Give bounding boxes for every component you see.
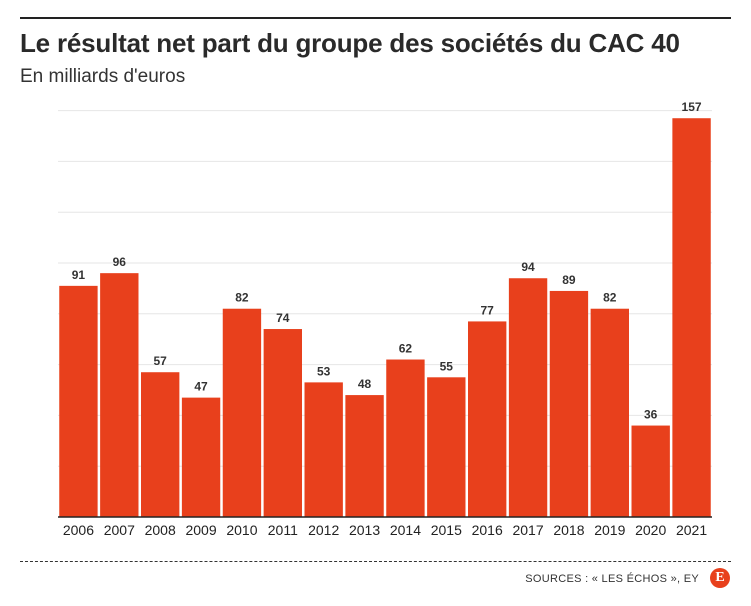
chart-subtitle: En milliards d'euros: [20, 66, 186, 87]
x-tick-2007: 2007: [104, 522, 135, 538]
data-label-2011: 74: [276, 311, 290, 325]
bar-2007: [100, 273, 139, 517]
data-label-2018: 89: [562, 273, 576, 287]
data-label-2021: 157: [682, 100, 702, 114]
data-label-2010: 82: [235, 291, 249, 305]
x-tick-2018: 2018: [553, 522, 584, 538]
data-label-2009: 47: [194, 380, 208, 394]
bar-2021: [672, 118, 711, 517]
bar-2011: [263, 329, 302, 517]
bar-2016: [468, 321, 507, 517]
x-tick-2019: 2019: [594, 522, 625, 538]
bar-labels: 91 96 57 47 82 74 53 48 62 55 77 94 89 82 36 157: [72, 100, 702, 421]
bar-2014: [386, 359, 425, 517]
data-label-2015: 55: [440, 359, 454, 373]
top-rule: [20, 17, 731, 19]
x-tick-2012: 2012: [308, 522, 339, 538]
bar-2006: [59, 285, 98, 517]
x-tick-2021: 2021: [676, 522, 707, 538]
data-label-2020: 36: [644, 408, 658, 422]
bar-2009: [181, 397, 221, 517]
x-tick-2008: 2008: [145, 522, 176, 538]
data-label-2014: 62: [399, 342, 413, 356]
bar-2010: [222, 308, 262, 517]
x-tick-2014: 2014: [390, 522, 421, 538]
x-tick-2010: 2010: [226, 522, 257, 538]
bar-2017: [508, 278, 548, 517]
bars: [59, 118, 711, 517]
brand-logo-icon: E: [710, 568, 730, 588]
data-label-2017: 94: [521, 260, 535, 274]
x-tick-2016: 2016: [472, 522, 503, 538]
bottom-rule: [20, 561, 731, 562]
data-label-2006: 91: [72, 268, 86, 282]
source-note: SOURCES : « LES ÉCHOS », EY: [525, 573, 699, 585]
bar-2018: [549, 290, 589, 517]
x-tick-2015: 2015: [431, 522, 462, 538]
data-label-2007: 96: [113, 255, 127, 269]
x-tick-2013: 2013: [349, 522, 380, 538]
data-label-2016: 77: [481, 303, 495, 317]
data-label-2012: 53: [317, 364, 331, 378]
data-label-2013: 48: [358, 377, 372, 391]
data-label-2008: 57: [154, 354, 168, 368]
x-tick-labels: 2006 2007 2008 2009 2010 2011 2012 2013 2014 2015…: [63, 522, 707, 538]
bar-2019: [590, 308, 629, 517]
bar-2008: [141, 372, 180, 517]
x-tick-2017: 2017: [512, 522, 543, 538]
bar-2020: [631, 425, 670, 517]
chart-title: Le résultat net part du groupe des socié…: [20, 28, 680, 58]
data-label-2019: 82: [603, 291, 617, 305]
x-tick-2006: 2006: [63, 522, 94, 538]
x-tick-2011: 2011: [268, 522, 298, 538]
bar-2013: [345, 395, 384, 517]
bar-2015: [427, 377, 466, 517]
bar-2012: [304, 382, 343, 517]
x-tick-2009: 2009: [185, 522, 216, 538]
x-tick-2020: 2020: [635, 522, 666, 538]
